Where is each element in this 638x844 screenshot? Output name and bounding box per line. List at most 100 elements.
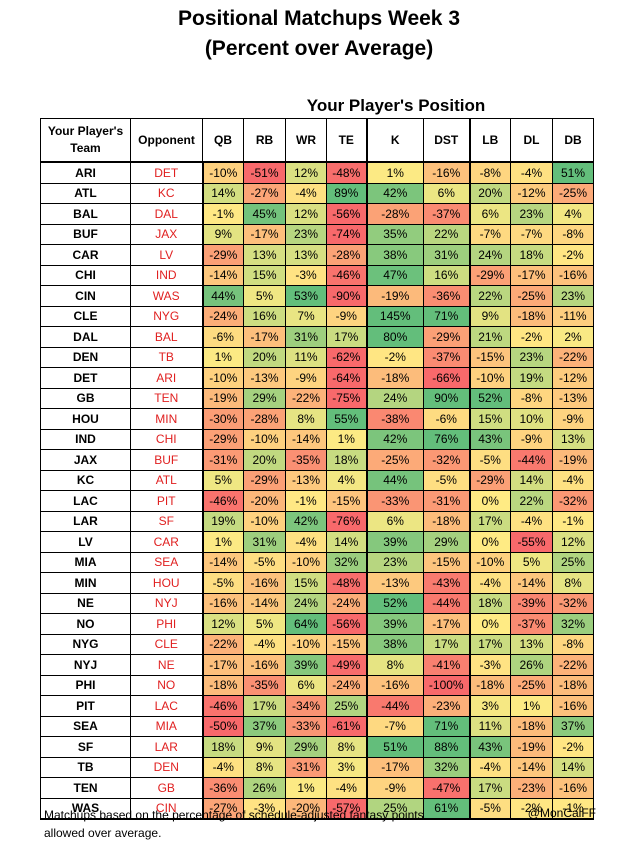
opponent-cell: CIN	[130, 798, 204, 819]
table-row: BAL DAL -1% 45% 12% -56% -28% -37% 6% 23% 4%	[40, 203, 594, 224]
value-cell-dst: 6%	[423, 183, 471, 204]
value-cell-db: -2%	[552, 736, 594, 757]
value-cell-rb: 15%	[243, 265, 286, 286]
value-cell-dl: 13%	[510, 634, 553, 655]
value-cell-wr: -1%	[285, 490, 327, 511]
value-cell-te: -90%	[326, 285, 367, 306]
value-cell-dst: 17%	[423, 634, 471, 655]
value-cell-wr: 23%	[285, 224, 327, 245]
value-cell-qb: -10%	[202, 367, 244, 388]
value-cell-rb: 31%	[243, 531, 286, 552]
opponent-cell: CAR	[130, 531, 204, 552]
value-cell-qb: -1%	[202, 203, 244, 224]
table-row: DEN TB 1% 20% 11% -62% -2% -37% -15% 23% -22%	[40, 347, 594, 368]
value-cell-qb: -29%	[202, 244, 244, 265]
value-cell-wr: -10%	[285, 552, 327, 573]
value-cell-wr: 15%	[285, 572, 327, 593]
opponent-cell: IND	[130, 265, 204, 286]
value-cell-lb: -4%	[469, 757, 511, 778]
table-row: ATL KC 14% -27% -4% 89% 42% 6% 20% -12% -25%	[40, 183, 594, 204]
value-cell-lb: 0%	[469, 613, 511, 634]
column-header-db: DB	[552, 118, 594, 163]
value-cell-lb: 9%	[469, 306, 511, 327]
value-cell-dl: -2%	[510, 798, 553, 819]
value-cell-te: -76%	[326, 511, 367, 532]
value-cell-wr: 13%	[285, 244, 327, 265]
opponent-cell: WAS	[130, 285, 204, 306]
value-cell-db: 13%	[552, 429, 594, 450]
value-cell-lb: 0%	[469, 490, 511, 511]
opponent-cell: DEN	[130, 757, 204, 778]
table-row: MIN HOU -5% -16% 15% -48% -13% -43% -4% -14% 8%	[40, 572, 594, 593]
value-cell-db: 14%	[552, 757, 594, 778]
value-cell-k: -28%	[365, 203, 424, 224]
value-cell-lb: 52%	[469, 388, 511, 409]
value-cell-rb: -3%	[243, 798, 286, 819]
opponent-cell: NE	[130, 654, 204, 675]
value-cell-k: 35%	[365, 224, 424, 245]
value-cell-rb: -20%	[243, 490, 286, 511]
value-cell-wr: -9%	[285, 367, 327, 388]
opponent-cell: NYJ	[130, 593, 204, 614]
value-cell-dst: -18%	[423, 511, 471, 532]
value-cell-db: -19%	[552, 449, 594, 470]
value-cell-k: 38%	[365, 244, 424, 265]
value-cell-k: -38%	[365, 408, 424, 429]
value-cell-wr: 31%	[285, 326, 327, 347]
opponent-column-header: Opponent	[130, 118, 203, 163]
value-cell-k: -16%	[365, 675, 424, 696]
value-cell-dst: 32%	[423, 757, 471, 778]
value-cell-dl: 23%	[510, 347, 553, 368]
opponent-cell: SEA	[130, 552, 204, 573]
value-cell-rb: 9%	[243, 736, 286, 757]
opponent-cell: LV	[130, 244, 204, 265]
value-cell-db: 51%	[552, 162, 594, 183]
value-cell-te: -61%	[326, 716, 367, 737]
matchup-table: Your Player's Team Opponent QB RB WR TE K DST…	[40, 118, 594, 820]
value-cell-lb: -10%	[469, 367, 511, 388]
team-cell: HOU	[40, 408, 131, 429]
value-cell-lb: 18%	[469, 593, 511, 614]
opponent-cell: JAX	[130, 224, 204, 245]
value-cell-k: 47%	[365, 265, 424, 286]
value-cell-lb: -8%	[469, 162, 511, 183]
team-cell: BAL	[40, 203, 131, 224]
value-cell-lb: 17%	[469, 634, 511, 655]
team-cell: LAC	[40, 490, 131, 511]
table-row: CHI IND -14% 15% -3% -46% 47% 16% -29% -17% -16%	[40, 265, 594, 286]
value-cell-qb: -24%	[202, 306, 244, 327]
opponent-cell: ATL	[130, 470, 204, 491]
team-cell: PIT	[40, 695, 131, 716]
value-cell-rb: 13%	[243, 244, 286, 265]
value-cell-wr: -34%	[285, 695, 327, 716]
value-cell-db: 12%	[552, 531, 594, 552]
value-cell-lb: 0%	[469, 531, 511, 552]
value-cell-k: 44%	[365, 470, 424, 491]
value-cell-rb: 20%	[243, 347, 286, 368]
value-cell-lb: 43%	[469, 736, 511, 757]
table-row: DAL BAL -6% -17% 31% 17% 80% -29% 21% -2% 2%	[40, 326, 594, 347]
value-cell-db: -9%	[552, 408, 594, 429]
team-cell: DAL	[40, 326, 131, 347]
table-row: TB DEN -4% 8% -31% 3% -17% 32% -4% -14% 14%	[40, 757, 594, 778]
value-cell-db: -32%	[552, 490, 594, 511]
value-cell-db: 37%	[552, 716, 594, 737]
opponent-cell: CLE	[130, 634, 204, 655]
table-row: GB TEN -19% 29% -22% -75% 24% 90% 52% -8% -13%	[40, 388, 594, 409]
value-cell-rb: 45%	[243, 203, 286, 224]
value-cell-dl: -7%	[510, 224, 553, 245]
value-cell-wr: -13%	[285, 470, 327, 491]
value-cell-te: -15%	[326, 634, 367, 655]
value-cell-k: 1%	[365, 162, 424, 183]
value-cell-qb: -46%	[202, 490, 244, 511]
value-cell-lb: -29%	[469, 265, 511, 286]
value-cell-dst: -5%	[423, 470, 471, 491]
value-cell-qb: 19%	[202, 511, 244, 532]
value-cell-qb: -6%	[202, 326, 244, 347]
value-cell-dst: -37%	[423, 203, 471, 224]
value-cell-qb: 12%	[202, 613, 244, 634]
table-row: LAR SF 19% -10% 42% -76% 6% -18% 17% -4% -1%	[40, 511, 594, 532]
opponent-cell: NYG	[130, 306, 204, 327]
value-cell-te: -28%	[326, 244, 367, 265]
chart-subtitle: (Percent over Average)	[204, 37, 434, 60]
